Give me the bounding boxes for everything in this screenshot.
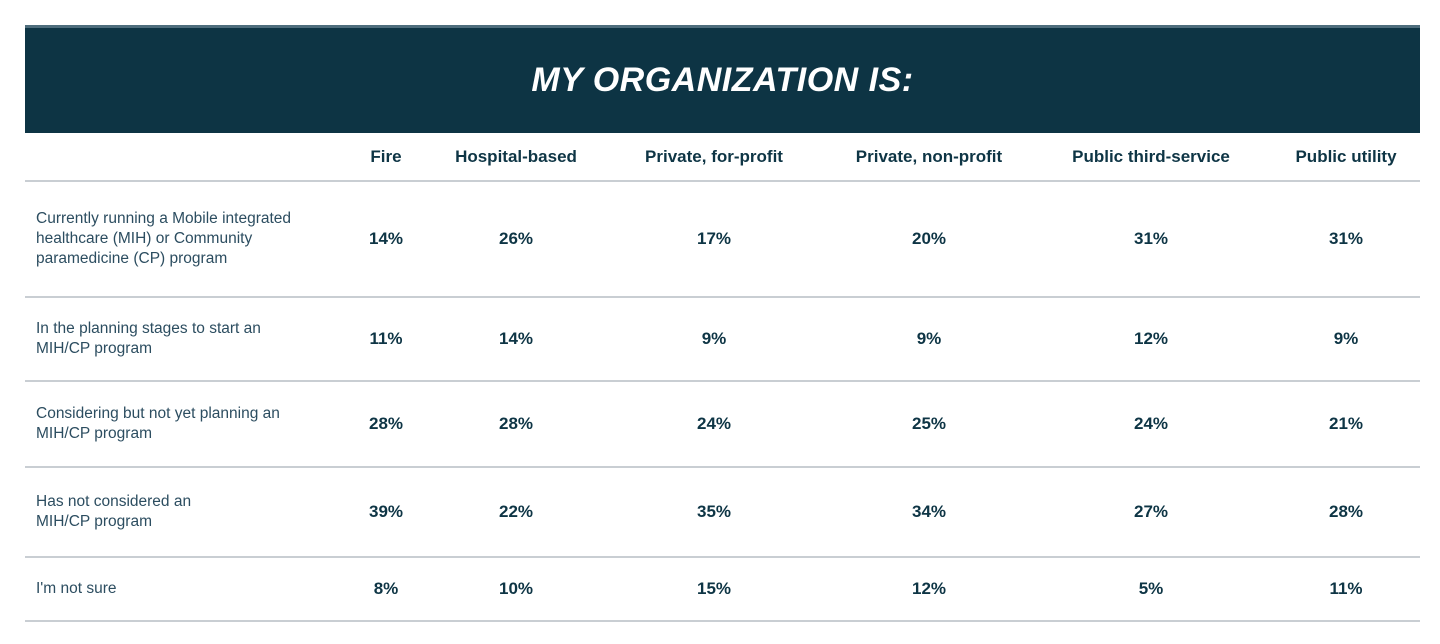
value-cell: 25% <box>911 414 947 433</box>
value-cell: 15% <box>696 579 732 598</box>
value-cell: 12% <box>911 579 947 598</box>
row-label: Considering but not yet planning an MIH/… <box>36 405 280 442</box>
table-row: Currently running a Mobile integrated he… <box>25 181 1420 297</box>
value-cell: 31% <box>1133 229 1169 248</box>
value-cell: 17% <box>696 229 732 248</box>
value-cell: 24% <box>696 414 732 433</box>
value-cell: 35% <box>696 502 732 521</box>
value-cell: 10% <box>498 579 534 598</box>
value-cell: 28% <box>498 414 534 433</box>
value-cell: 39% <box>368 502 404 521</box>
row-label: I'm not sure <box>36 580 117 597</box>
column-header-private-non-profit: Private, non-profit <box>855 146 1003 166</box>
value-cell: 9% <box>701 329 727 348</box>
column-header-hospital-based: Hospital-based <box>455 146 577 166</box>
value-cell: 9% <box>916 329 942 348</box>
value-cell: 21% <box>1328 414 1364 433</box>
value-cell: 5% <box>1138 579 1164 598</box>
row-label: Currently running a Mobile integrated he… <box>36 210 292 267</box>
table-row: Has not considered an MIH/CP program 39%… <box>25 467 1420 557</box>
row-label: Has not considered an MIH/CP program <box>36 493 192 530</box>
row-label: In the planning stages to start an MIH/C… <box>36 320 261 357</box>
value-cell: 24% <box>1133 414 1169 433</box>
value-cell: 11% <box>369 329 403 348</box>
value-cell: 28% <box>368 414 404 433</box>
value-cell: 12% <box>1133 329 1169 348</box>
title-bar: MY ORGANIZATION IS: <box>25 25 1420 133</box>
organization-table: Fire Hospital-based Private, for-profit … <box>25 133 1420 622</box>
value-cell: 14% <box>498 329 534 348</box>
table-header-row: Fire Hospital-based Private, for-profit … <box>25 133 1420 181</box>
table-row: I'm not sure 8% 10% 15% 12% 5% 11% <box>25 557 1420 621</box>
survey-results-page: MY ORGANIZATION IS: Fire Hospital-based … <box>0 25 1440 644</box>
value-cell: 22% <box>498 502 534 521</box>
column-header-private-for-profit: Private, for-profit <box>645 146 783 166</box>
table-row: Considering but not yet planning an MIH/… <box>25 381 1420 467</box>
value-cell: 8% <box>373 579 399 598</box>
page-title: MY ORGANIZATION IS: <box>531 61 914 99</box>
column-header-public-utility: Public utility <box>1295 146 1397 166</box>
table-row: In the planning stages to start an MIH/C… <box>25 297 1420 381</box>
value-cell: 9% <box>1333 329 1359 348</box>
value-cell: 34% <box>911 502 947 521</box>
column-header-public-third-service: Public third-service <box>1072 146 1230 166</box>
value-cell: 28% <box>1328 502 1364 521</box>
value-cell: 11% <box>1329 579 1363 598</box>
value-cell: 14% <box>368 229 404 248</box>
value-cell: 20% <box>911 229 947 248</box>
column-header-fire: Fire <box>370 146 402 166</box>
value-cell: 26% <box>498 229 534 248</box>
value-cell: 27% <box>1133 502 1169 521</box>
value-cell: 31% <box>1328 229 1364 248</box>
corner-cell <box>25 133 340 181</box>
